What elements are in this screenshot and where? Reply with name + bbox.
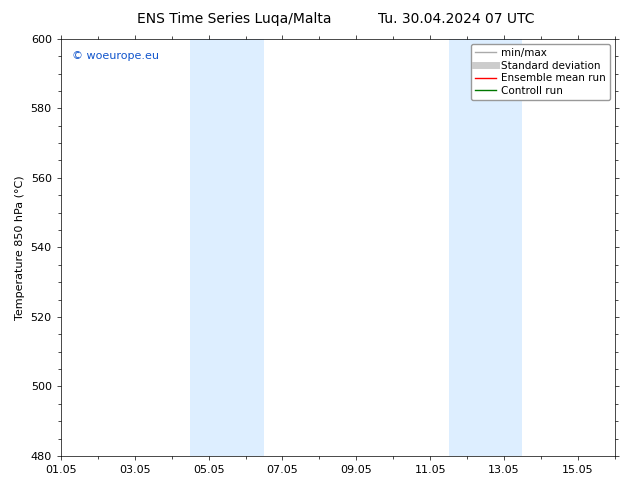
Text: © woeurope.eu: © woeurope.eu	[72, 51, 159, 61]
Y-axis label: Temperature 850 hPa (°C): Temperature 850 hPa (°C)	[15, 175, 25, 319]
Bar	[449, 39, 522, 456]
Bar	[190, 39, 264, 456]
Text: ENS Time Series Luqa/Malta: ENS Time Series Luqa/Malta	[138, 12, 332, 26]
Text: Tu. 30.04.2024 07 UTC: Tu. 30.04.2024 07 UTC	[378, 12, 534, 26]
Legend: min/max, Standard deviation, Ensemble mean run, Controll run: min/max, Standard deviation, Ensemble me…	[470, 44, 610, 100]
Title: ENS Time Series Luqa/Malta    Tu. 30.04.2024 07 UTC: ENS Time Series Luqa/Malta Tu. 30.04.202…	[0, 489, 1, 490]
